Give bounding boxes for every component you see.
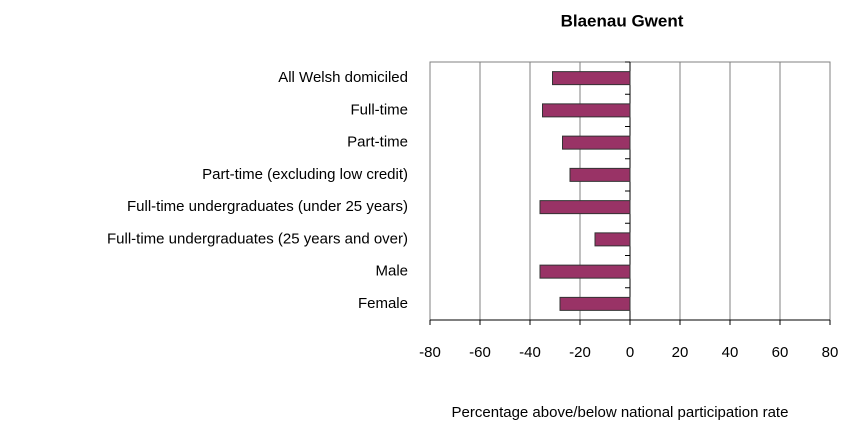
y-tick-label: Female xyxy=(358,295,408,312)
x-tick-label: -20 xyxy=(569,344,591,361)
x-tick-label: -80 xyxy=(419,344,441,361)
chart-title: Blaenau Gwent xyxy=(561,11,684,30)
x-tick-label: 60 xyxy=(772,344,789,361)
x-tick-label: 80 xyxy=(822,344,839,361)
x-axis-label: Percentage above/below national particip… xyxy=(452,404,789,421)
bar xyxy=(562,135,631,150)
bar xyxy=(539,200,631,215)
x-tick-label: -60 xyxy=(469,344,491,361)
bar xyxy=(542,103,631,118)
bar xyxy=(539,264,631,279)
bar xyxy=(552,71,631,86)
y-tick-label: Part-time xyxy=(347,134,408,151)
bar xyxy=(594,232,631,247)
y-tick-label: All Welsh domiciled xyxy=(278,69,408,86)
y-tick-label: Part-time (excluding low credit) xyxy=(202,166,408,183)
x-tick-label: -40 xyxy=(519,344,541,361)
bar xyxy=(569,167,631,182)
x-tick-label: 0 xyxy=(626,344,634,361)
y-tick-label: Full-time undergraduates (25 years and o… xyxy=(107,230,408,247)
y-tick-label: Male xyxy=(375,263,408,280)
y-tick-label: Full-time undergraduates (under 25 years… xyxy=(127,198,408,215)
x-tick-label: 40 xyxy=(722,344,739,361)
x-tick-label: 20 xyxy=(672,344,689,361)
y-tick-label: Full-time xyxy=(350,101,408,118)
bar xyxy=(559,296,631,311)
